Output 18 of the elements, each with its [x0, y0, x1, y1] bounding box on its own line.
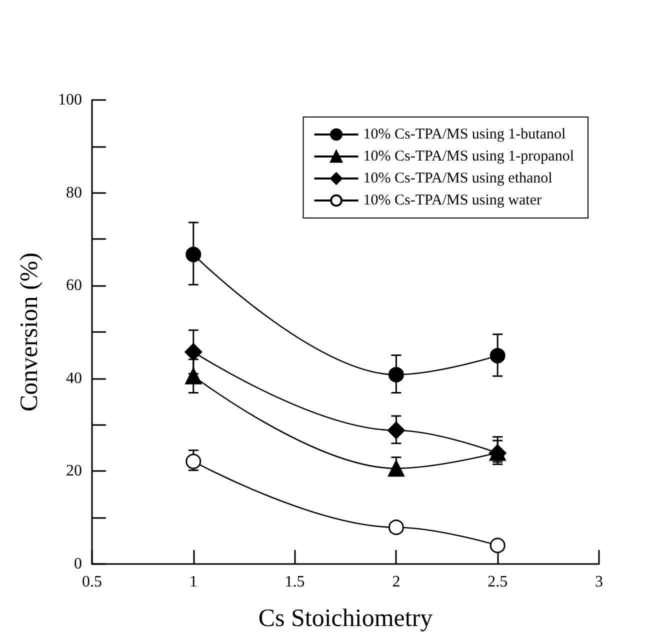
y-tick-label: 40	[66, 370, 82, 387]
x-tick-label: 2.5	[488, 574, 508, 590]
y-tick-label: 20	[66, 462, 82, 480]
y-tick-label: 0	[74, 556, 82, 572]
legend-label: 10% Cs-TPA/MS using 1-butanol	[363, 126, 566, 142]
x-tick-label: 1	[189, 574, 198, 590]
y-tick-label: 100	[58, 92, 82, 108]
y-tick-label: 80	[66, 184, 82, 202]
x-tick-label: 1.5	[284, 574, 305, 590]
x-axis-title: Cs Stoichiometry	[258, 605, 434, 632]
legend-label: 10% Cs-TPA/MS using 1-propanol	[363, 148, 574, 164]
legend-label: 10% Cs-TPA/MS using ethanol	[363, 170, 552, 186]
legend-label: 10% Cs-TPA/MS using water	[363, 192, 542, 208]
x-tick-label: 0.5	[82, 574, 102, 590]
y-axis-title: Conversion (%)	[16, 252, 43, 412]
x-tick-label: 2	[392, 574, 400, 590]
x-tick-label: 3	[595, 574, 603, 590]
y-tick-label: 60	[66, 277, 82, 294]
